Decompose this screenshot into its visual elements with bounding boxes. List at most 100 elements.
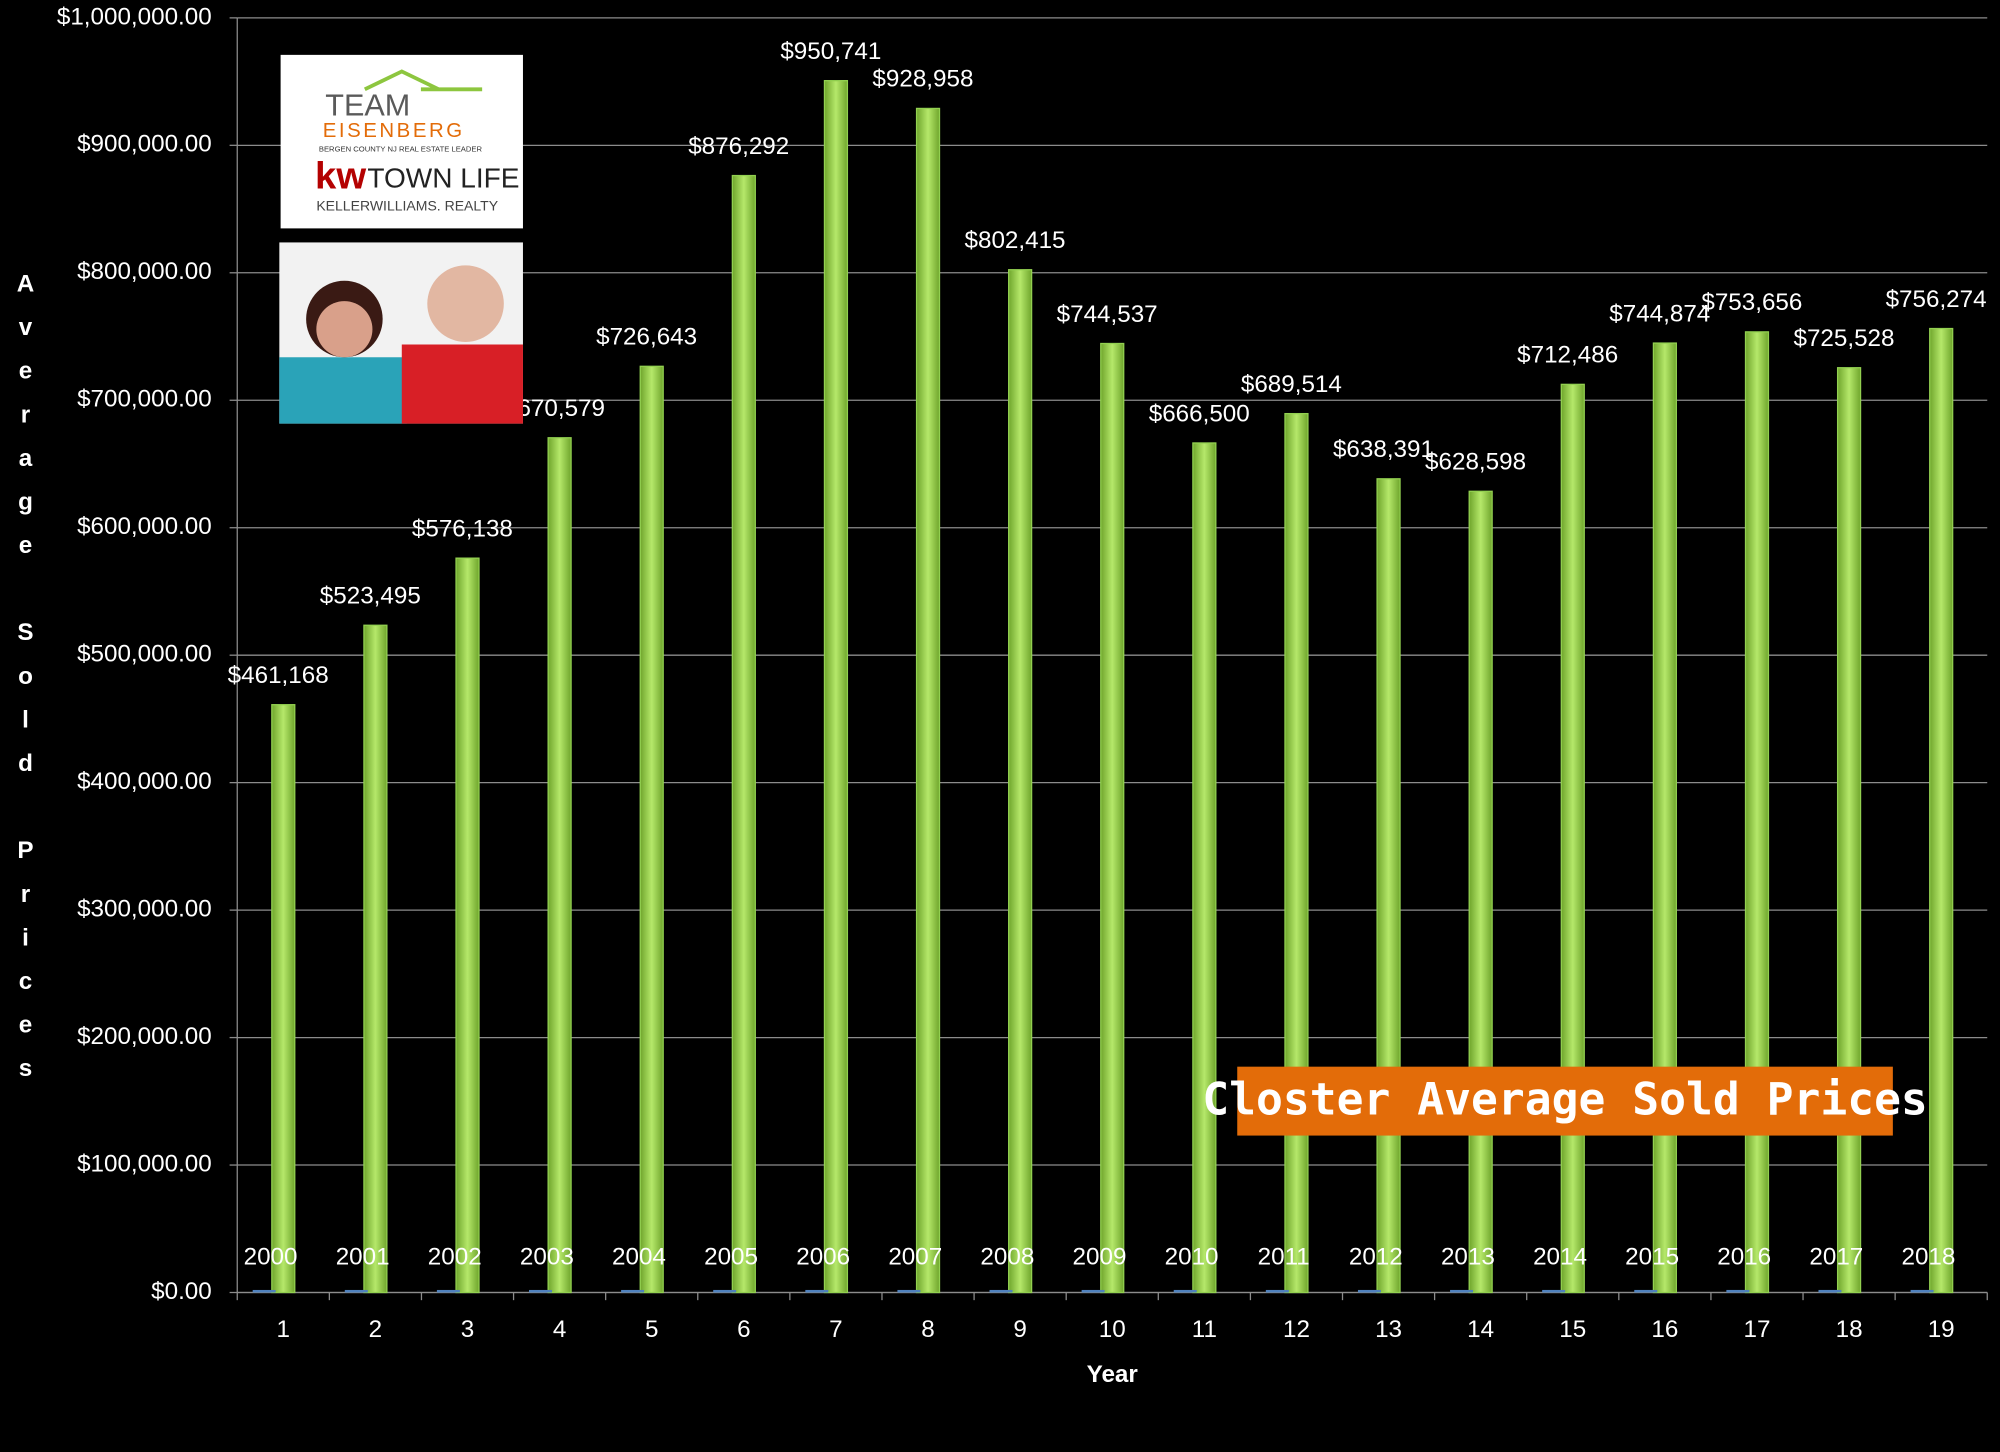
x-tick-label: 6 bbox=[737, 1316, 750, 1343]
data-label: $802,415 bbox=[965, 227, 1066, 254]
y-tick-label: $300,000.00 bbox=[77, 896, 212, 923]
bar bbox=[436, 1289, 460, 1293]
bar bbox=[363, 624, 388, 1294]
x-tick-label: 11 bbox=[1192, 1316, 1217, 1343]
x-tick-label: 15 bbox=[1559, 1316, 1586, 1343]
y-tick-label: $800,000.00 bbox=[77, 258, 212, 285]
data-label: $666,500 bbox=[1149, 400, 1250, 427]
data-label: $744,874 bbox=[1609, 300, 1710, 327]
bar bbox=[1192, 442, 1217, 1294]
chart-title: Closter Average Sold Prices bbox=[1202, 1073, 1928, 1125]
photo bbox=[279, 242, 523, 424]
data-label: 2015 bbox=[1625, 1243, 1679, 1270]
bar bbox=[1284, 412, 1309, 1294]
logo-panel bbox=[280, 54, 523, 229]
y-tick-label: $900,000.00 bbox=[77, 131, 212, 158]
bar bbox=[529, 1289, 552, 1293]
data-label: 2013 bbox=[1441, 1243, 1495, 1270]
x-tick-label: 16 bbox=[1651, 1316, 1678, 1343]
bar bbox=[1652, 342, 1677, 1294]
bar bbox=[1357, 1289, 1381, 1293]
data-label: 2006 bbox=[796, 1243, 850, 1270]
data-label: $928,958 bbox=[872, 66, 973, 93]
y-axis-title: Average Sold Prices bbox=[12, 270, 39, 1098]
photo-face bbox=[427, 265, 504, 342]
data-label: 2016 bbox=[1717, 1243, 1771, 1270]
data-label: 2011 bbox=[1258, 1243, 1310, 1270]
data-label: 2005 bbox=[704, 1243, 758, 1270]
data-label: $725,528 bbox=[1793, 325, 1894, 352]
bar bbox=[1929, 327, 1954, 1294]
x-tick-label: 13 bbox=[1375, 1316, 1402, 1343]
y-tick-label: $400,000.00 bbox=[77, 768, 212, 795]
data-label: 2004 bbox=[612, 1243, 666, 1270]
data-label: $523,495 bbox=[320, 583, 421, 610]
y-tick-label: $500,000.00 bbox=[77, 641, 212, 668]
bar bbox=[1726, 1289, 1750, 1293]
bar bbox=[805, 1289, 829, 1293]
logo-team: TEAM bbox=[325, 88, 410, 122]
data-label: 2007 bbox=[888, 1243, 942, 1270]
bar bbox=[1450, 1289, 1474, 1293]
logo-kw: kw bbox=[315, 155, 366, 198]
x-axis-title: Year bbox=[1087, 1361, 1139, 1388]
data-label: 2010 bbox=[1165, 1243, 1219, 1270]
y-tick-label: $0.00 bbox=[151, 1278, 212, 1305]
logo-name: EISENBERG bbox=[323, 120, 465, 142]
x-tick-label: 3 bbox=[461, 1316, 474, 1343]
x-tick-label: 2 bbox=[369, 1316, 382, 1343]
data-label: $689,514 bbox=[1241, 371, 1342, 398]
data-label: 2012 bbox=[1349, 1243, 1403, 1270]
y-tick-label: $700,000.00 bbox=[77, 386, 212, 413]
data-label: 2009 bbox=[1073, 1243, 1127, 1270]
title-box bbox=[1237, 1066, 1893, 1136]
x-tick-label: 19 bbox=[1928, 1316, 1955, 1343]
bar bbox=[731, 174, 756, 1294]
logo: TEAM EISENBERG BERGEN COUNTY NJ REAL EST… bbox=[280, 54, 523, 229]
data-label: $756,274 bbox=[1886, 286, 1987, 313]
data-label: $753,656 bbox=[1701, 289, 1802, 316]
x-tick-label: 10 bbox=[1099, 1316, 1126, 1343]
data-label: $726,643 bbox=[596, 324, 697, 351]
bar bbox=[547, 437, 572, 1294]
data-label: $638,391 bbox=[1333, 436, 1434, 463]
bar bbox=[1910, 1289, 1934, 1293]
bar bbox=[1100, 342, 1125, 1294]
logo-office: TOWN LIFE bbox=[367, 162, 519, 193]
bar bbox=[455, 557, 480, 1294]
data-label: 2002 bbox=[428, 1243, 482, 1270]
data-label: $628,598 bbox=[1425, 449, 1526, 476]
x-tick-label: 12 bbox=[1283, 1316, 1310, 1343]
data-label: $950,741 bbox=[780, 38, 881, 65]
bar bbox=[1836, 367, 1862, 1294]
data-label: 2001 bbox=[336, 1243, 390, 1270]
y-tick-label: $600,000.00 bbox=[77, 513, 212, 540]
x-tick-label: 1 bbox=[277, 1316, 290, 1343]
x-tick-label: 8 bbox=[921, 1316, 934, 1343]
logo-roof bbox=[363, 69, 483, 92]
bar bbox=[639, 365, 664, 1294]
logo-tagline: BERGEN COUNTY NJ REAL ESTATE LEADER bbox=[319, 144, 483, 153]
bar bbox=[1744, 331, 1770, 1294]
bar bbox=[1468, 490, 1493, 1294]
bar bbox=[1081, 1289, 1105, 1293]
y-tick-label: $200,000.00 bbox=[77, 1023, 212, 1050]
logo-brokerage: KELLERWILLIAMS. REALTY bbox=[316, 197, 498, 213]
data-label: 2008 bbox=[980, 1243, 1034, 1270]
bar bbox=[1265, 1289, 1289, 1293]
x-tick-label: 17 bbox=[1744, 1316, 1771, 1343]
bar bbox=[1542, 1289, 1566, 1293]
bar bbox=[271, 704, 296, 1294]
bar bbox=[1173, 1289, 1197, 1293]
photo-face bbox=[316, 301, 373, 358]
bar bbox=[823, 80, 849, 1294]
bar bbox=[621, 1289, 645, 1293]
y-tick-label: $1,000,000.00 bbox=[57, 3, 212, 30]
bar bbox=[1376, 478, 1401, 1294]
y-tick-label: $100,000.00 bbox=[77, 1150, 212, 1177]
x-tick-label: 18 bbox=[1836, 1316, 1863, 1343]
bar bbox=[1008, 269, 1033, 1294]
data-label: $712,486 bbox=[1517, 342, 1618, 369]
bar bbox=[1818, 1289, 1842, 1293]
